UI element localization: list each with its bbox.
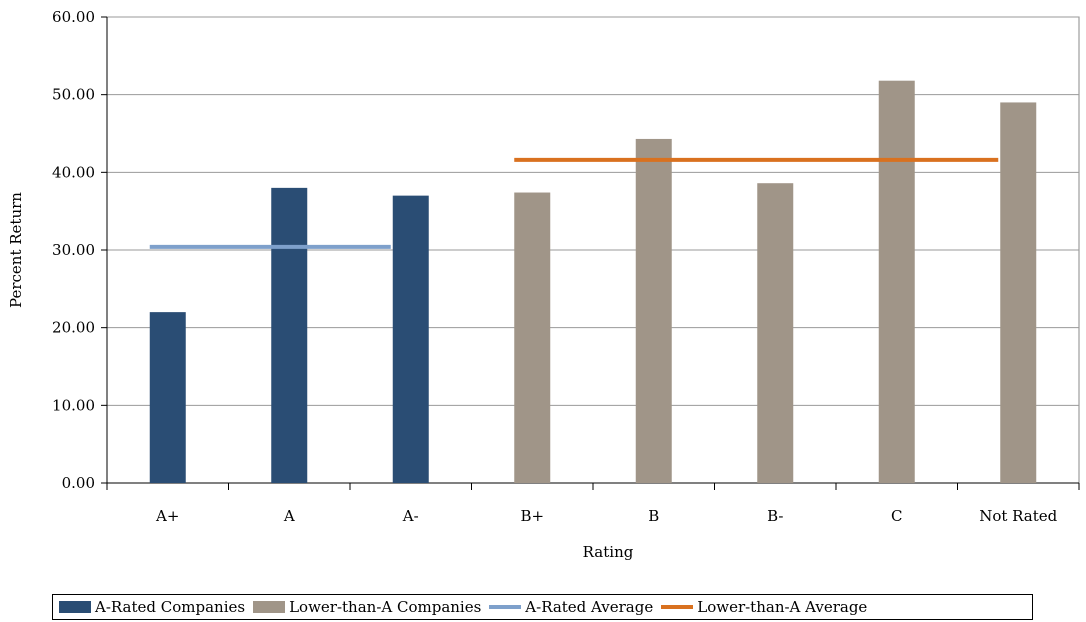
y-tick-label: 40.00 [52,163,95,181]
bar [149,312,186,483]
chart-legend: A-Rated Companies Lower-than-A Companies… [52,594,1033,620]
bar [757,183,794,483]
legend-item-a-rated-companies: A-Rated Companies [59,598,245,616]
bar [635,138,672,484]
x-tick-label: C [891,507,902,525]
x-axis-title: Rating [583,543,634,561]
y-tick-label: 60.00 [52,8,95,26]
x-tick-label: A [283,507,295,525]
y-tick-label: 20.00 [52,319,95,337]
legend-swatch-a-rated-average [489,605,522,609]
x-tick-label: B+ [520,507,544,525]
x-tick-label: A- [402,507,419,525]
x-tick-label: A+ [155,507,179,525]
legend-label-a-rated-average: A-Rated Average [525,598,654,616]
legend-item-a-rated-average: A-Rated Average [489,598,653,616]
legend-item-lower-than-a-average: Lower-than-A Average [661,598,867,616]
x-tick-label: Not Rated [979,507,1057,525]
y-tick-label: 0.00 [62,474,95,492]
legend-item-lower-than-a-companies: Lower-than-A Companies [253,598,481,616]
legend-label-lower-than-a-companies: Lower-than-A Companies [289,598,482,616]
legend-swatch-lower-than-a-companies [253,601,286,613]
bar [392,195,429,483]
x-tick-label: B [648,507,659,525]
y-tick-label: 10.00 [52,396,95,414]
y-tick-label: 50.00 [52,86,95,104]
bar [1000,102,1037,483]
x-tick-label: B- [767,507,783,525]
legend-swatch-a-rated-companies [59,601,91,613]
y-tick-label: 30.00 [52,241,95,259]
legend-label-a-rated-companies: A-Rated Companies [95,598,246,616]
bar [878,80,915,483]
legend-label-lower-than-a-average: Lower-than-A Average [697,598,868,616]
y-axis-title: Percent Return [7,192,25,308]
bar-chart: 0.00 10.00 20.00 30.00 40.00 50.00 60.00 A+ A A- B… [7,8,1080,561]
legend-swatch-lower-than-a-average [661,605,694,609]
bar [271,187,308,483]
bar [514,192,551,483]
